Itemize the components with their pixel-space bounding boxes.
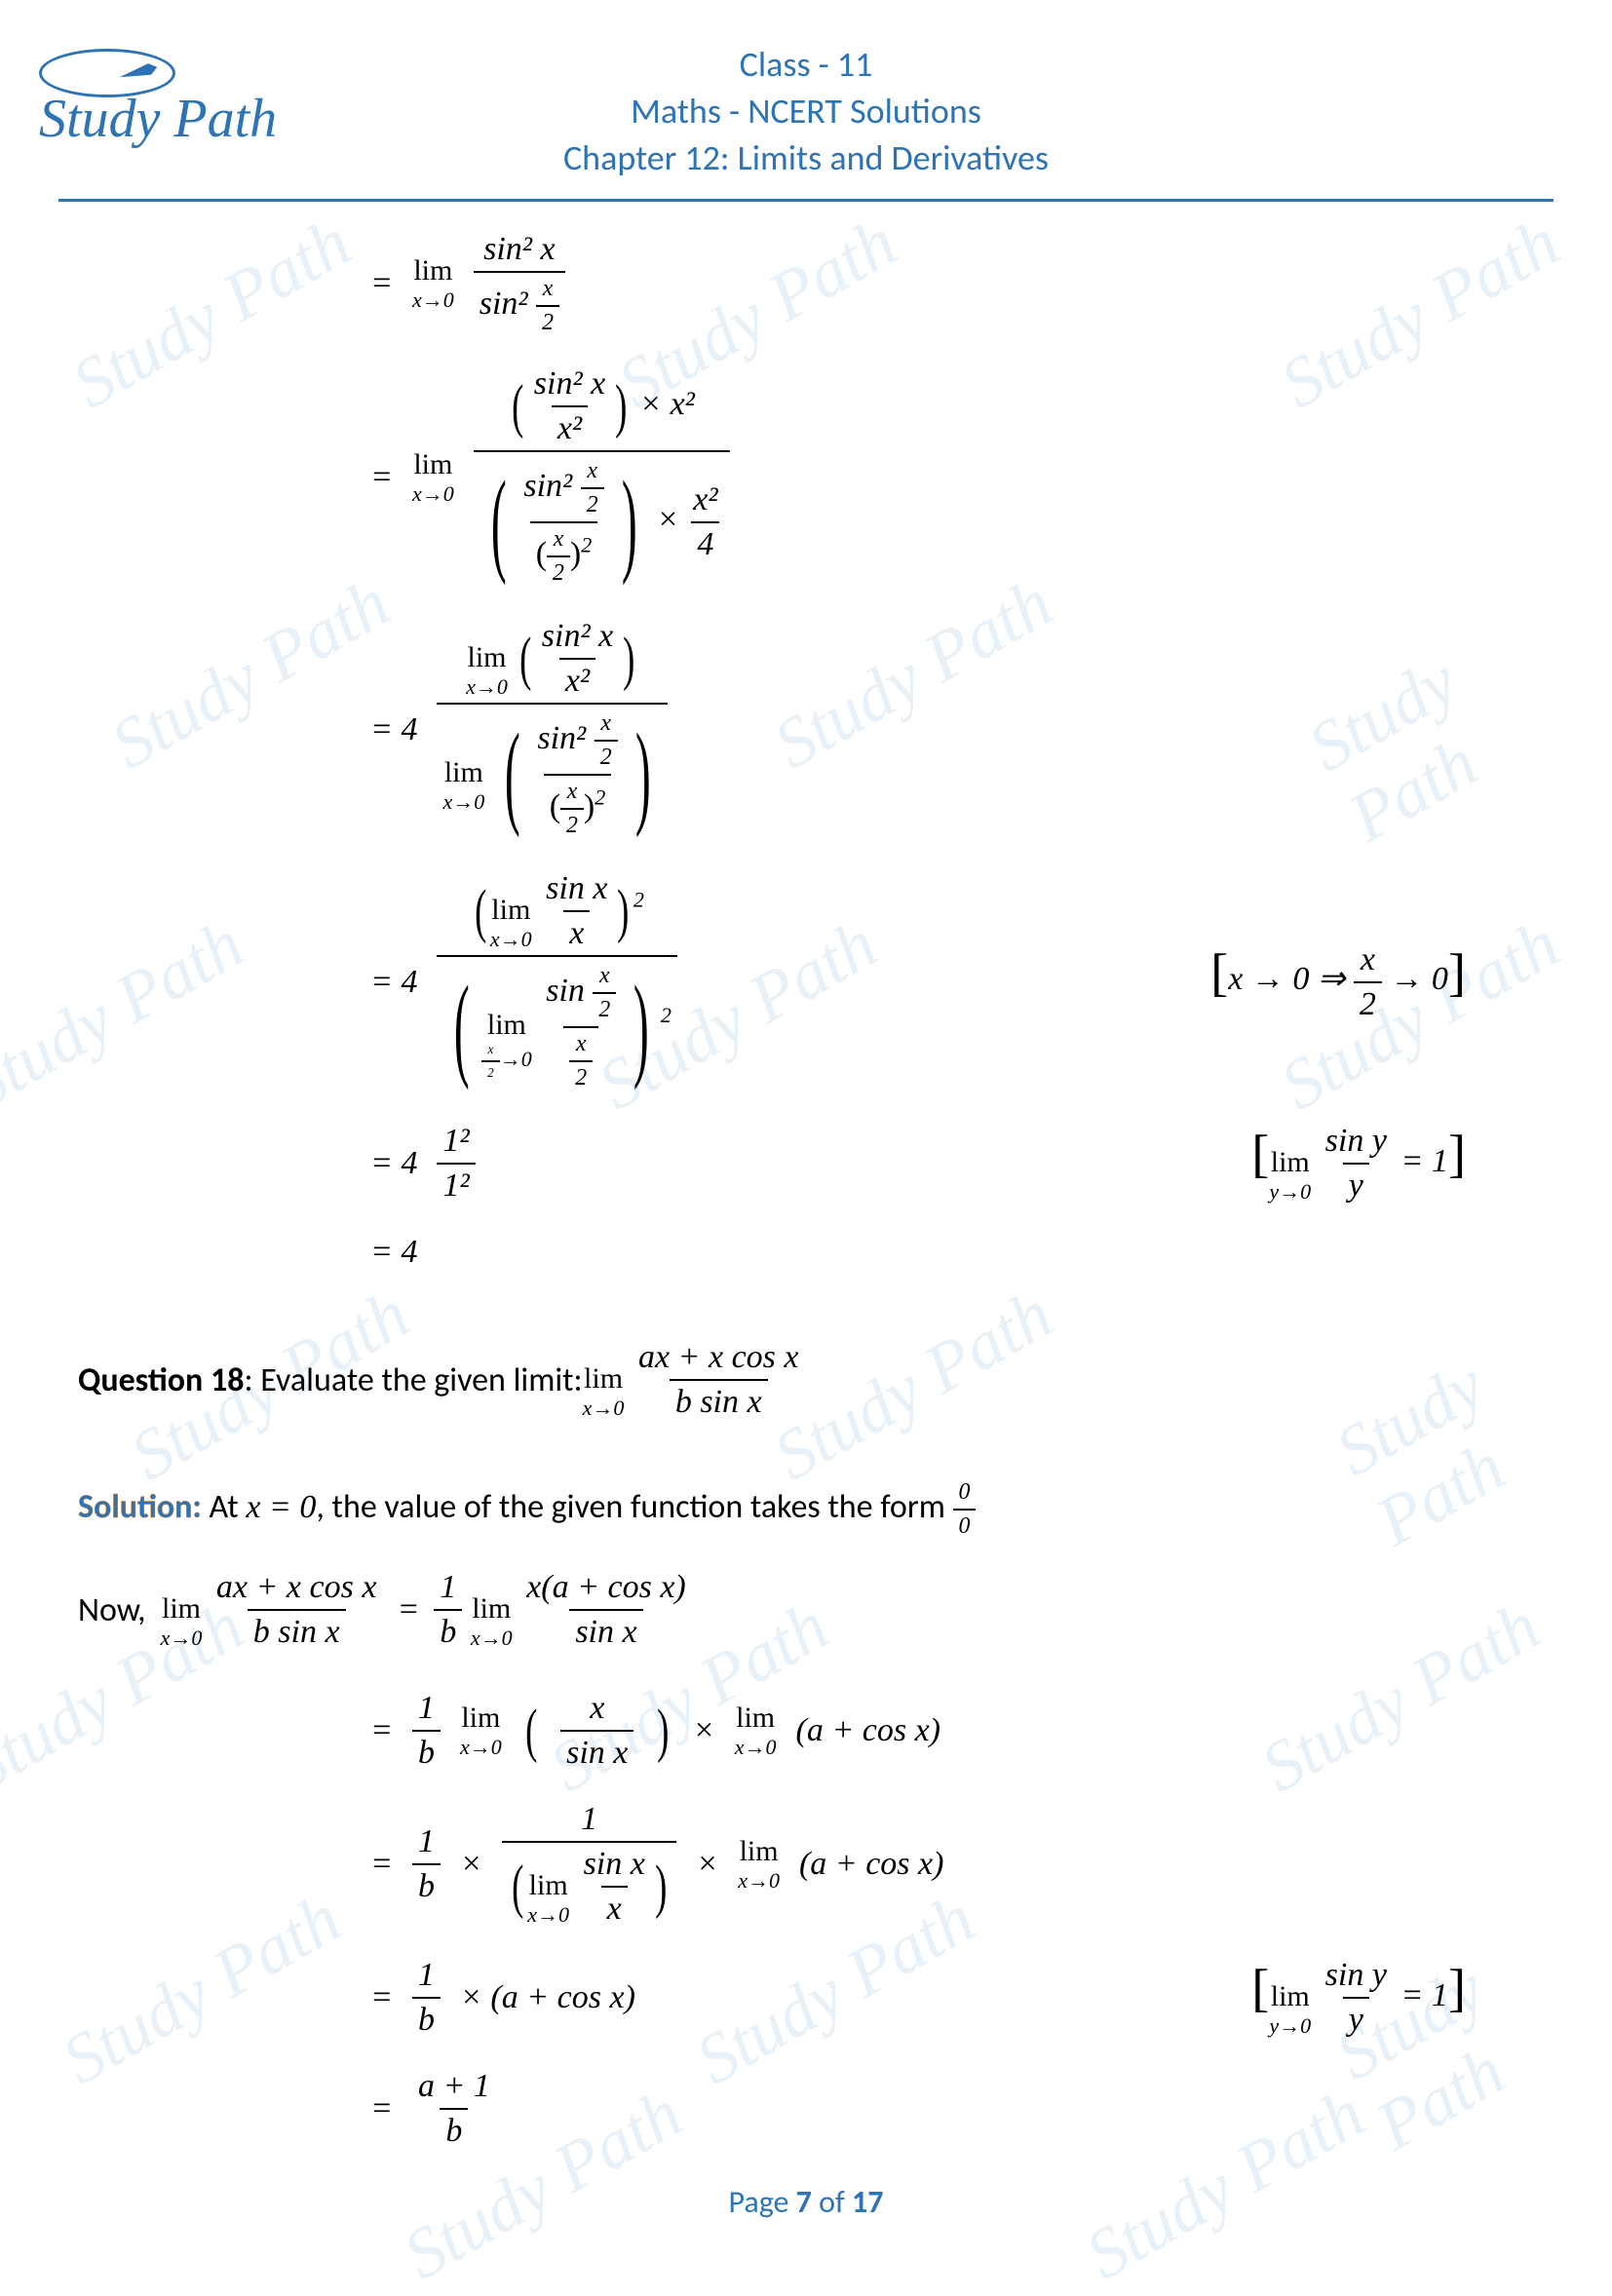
solution-label: Solution: [78,1487,202,1527]
question-18: Question 18 : Evaluate the given limit: … [0,1300,1612,1440]
question-label: Question 18 [78,1360,244,1400]
solution-step-5: = a + 1b [0,2068,1612,2150]
equation-3: = 4 limx→0 (sin² xx²) limx→0 ( sin² x2 (… [0,618,1612,841]
solution-step-1: Now, limx→0 ax + x cos xb sin x = 1b lim… [0,1559,1612,1661]
logo: Study Path [39,49,277,150]
solution-step-4: = 1b × (a + cos x) [limy→0 sin yy = 1] [0,1957,1612,2039]
equation-6: = 4 [0,1234,1612,1271]
equation-5: = 4 1²1² [limy→0 sin yy = 1] [0,1123,1612,1205]
logo-pen-icon [39,49,175,97]
header-rule [58,199,1554,202]
logo-text: Study Path [39,89,277,149]
page-footer: Page 7 of 17 [0,2183,1612,2221]
solution-step-2: = 1b limx→0 (xsin x) × limx→0 (a + cos x… [0,1690,1612,1772]
question-text: : Evaluate the given limit: [244,1360,582,1400]
solution-intro: Solution: At x = 0, the value of the giv… [0,1440,1612,1559]
solution-step-3: = 1b × 1 (limx→0 sin xx) × limx→0 (a + c… [0,1801,1612,1928]
equation-1: = limx→0 sin² x sin² x2 [0,231,1612,336]
equation-4: = 4 (limx→0 sin xx)2 (limx2→0 sin x2 x2 … [0,870,1612,1093]
equation-2: = limx→0 (sin² xx²) × x² ( sin² x2 (x2)2… [0,365,1612,589]
